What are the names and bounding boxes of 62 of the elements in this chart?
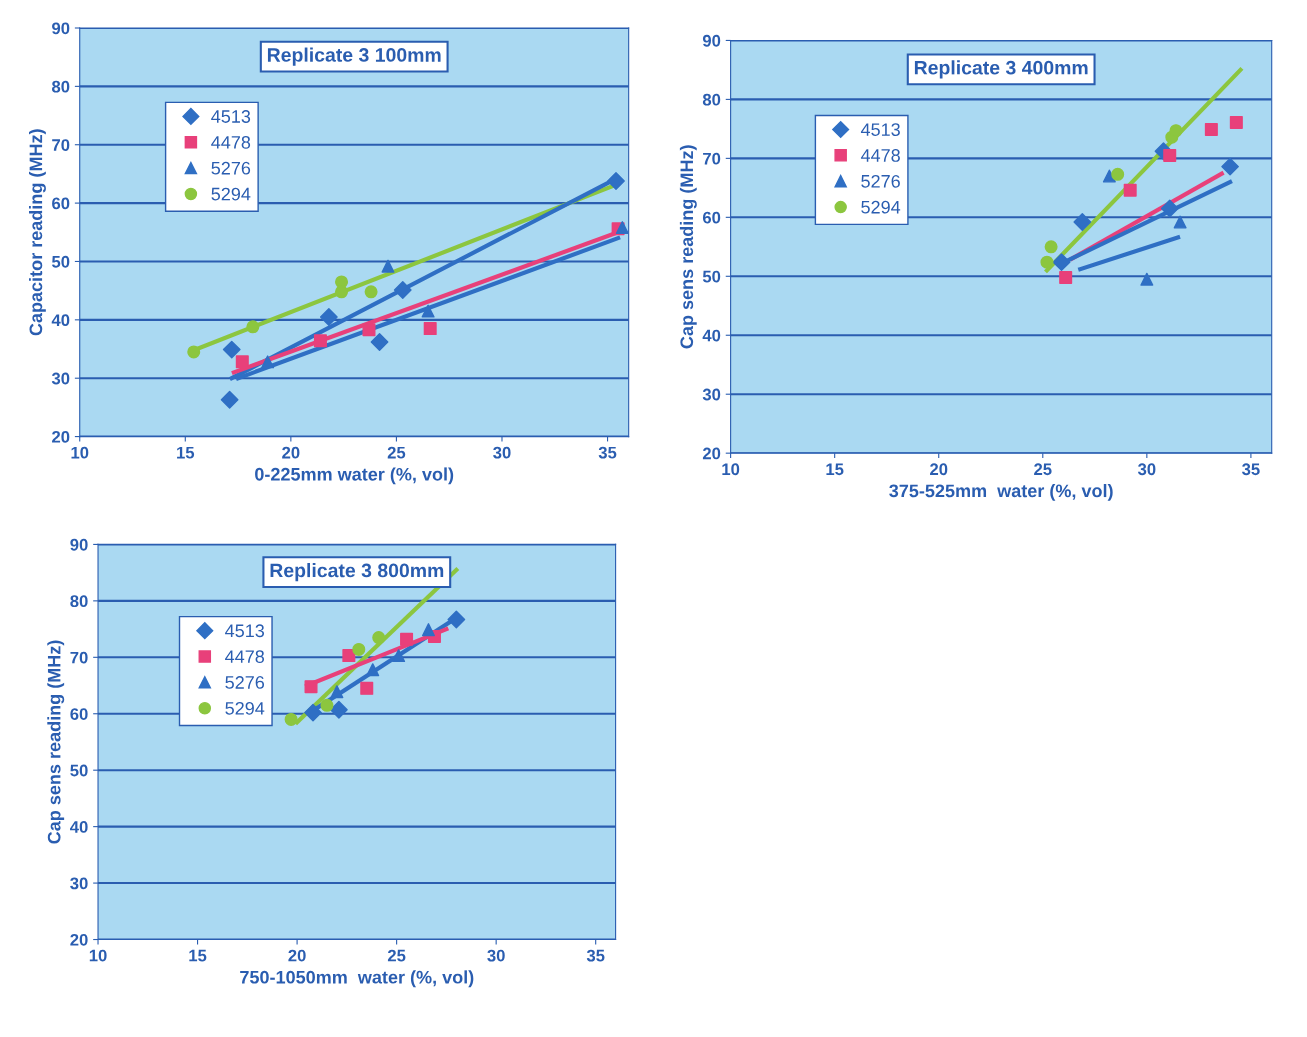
x-tick-label: 25 <box>387 949 406 962</box>
y-tick-label: 50 <box>702 270 721 283</box>
y-tick-label: 30 <box>51 372 70 385</box>
legend-label: 5276 <box>861 174 900 188</box>
x-tick-label: 10 <box>722 463 740 476</box>
y-axis-title: Cap sens reading (MHz) <box>679 145 697 349</box>
y-tick-label: 60 <box>52 197 70 210</box>
x-tick-label: 35 <box>598 446 617 459</box>
x-tick-label: 30 <box>493 446 511 459</box>
legend-label: 5294 <box>211 187 251 201</box>
x-tick-label: 25 <box>1034 463 1052 476</box>
legend-label: 4513 <box>225 624 265 638</box>
text: Replicate 3 800mm <box>270 563 444 582</box>
x-tick-label: 20 <box>288 949 306 962</box>
x-tick-label: 15 <box>826 463 844 476</box>
y-tick-label: 50 <box>51 255 70 268</box>
y-tick-label: 90 <box>702 34 721 47</box>
y-tick-label: 40 <box>51 314 70 327</box>
legend-label: 5276 <box>225 676 265 689</box>
x-tick-label: 10 <box>71 446 89 459</box>
legend-label: 4513 <box>211 110 251 123</box>
y-tick-label: 70 <box>52 139 70 151</box>
x-axis-title: 375-525mm water (%, vol) <box>889 483 1113 501</box>
y-tick-label: 40 <box>70 821 88 833</box>
y-tick-label: 20 <box>52 430 70 443</box>
legend-label: 4513 <box>860 123 900 136</box>
x-axis-title: 750-1050mm water (%, vol) <box>240 970 474 988</box>
y-tick-label: 50 <box>70 764 88 777</box>
y-tick-label: 80 <box>52 80 70 93</box>
x-axis-title: 0-225mm water (%, vol) <box>255 467 454 485</box>
y-tick-label: 60 <box>702 211 721 224</box>
x-tick-label: 35 <box>586 949 605 962</box>
x-tick-label: 35 <box>1242 463 1260 476</box>
legend-label: 4478 <box>211 135 251 149</box>
legend-label: 5294 <box>861 200 901 214</box>
y-tick-label: 80 <box>702 93 721 106</box>
legend-label: 4478 <box>860 149 900 162</box>
x-tick-label: 20 <box>930 463 948 476</box>
legend-label: 4478 <box>225 650 265 664</box>
x-tick-label: 30 <box>487 949 505 962</box>
x-tick-label: 30 <box>1137 463 1156 476</box>
y-tick-label: 30 <box>70 877 88 890</box>
y-tick-label: 90 <box>52 22 70 35</box>
x-tick-label: 15 <box>189 949 207 962</box>
text: Replicate 3 100mm <box>267 47 441 66</box>
y-tick-label: 70 <box>703 152 721 165</box>
y-tick-label: 40 <box>702 329 721 342</box>
y-tick-label: 80 <box>70 595 88 608</box>
y-tick-label: 70 <box>70 651 88 664</box>
y-tick-label: 60 <box>70 708 88 720</box>
y-tick-label: 30 <box>702 388 721 401</box>
y-axis-title: Cap sens reading (MHz) <box>47 640 65 844</box>
y-tick-label: 20 <box>70 933 88 946</box>
legend-label: 5294 <box>225 701 265 715</box>
x-tick-label: 10 <box>89 949 107 962</box>
y-axis-title: Capacitor reading (MHz) <box>29 129 46 336</box>
x-tick-label: 20 <box>282 446 300 459</box>
legend-label: 5276 <box>211 161 251 175</box>
x-tick-label: 25 <box>387 446 406 459</box>
y-tick-label: 90 <box>70 538 88 551</box>
text: Replicate 3 400mm <box>914 60 1088 79</box>
x-tick-label: 15 <box>177 446 195 459</box>
